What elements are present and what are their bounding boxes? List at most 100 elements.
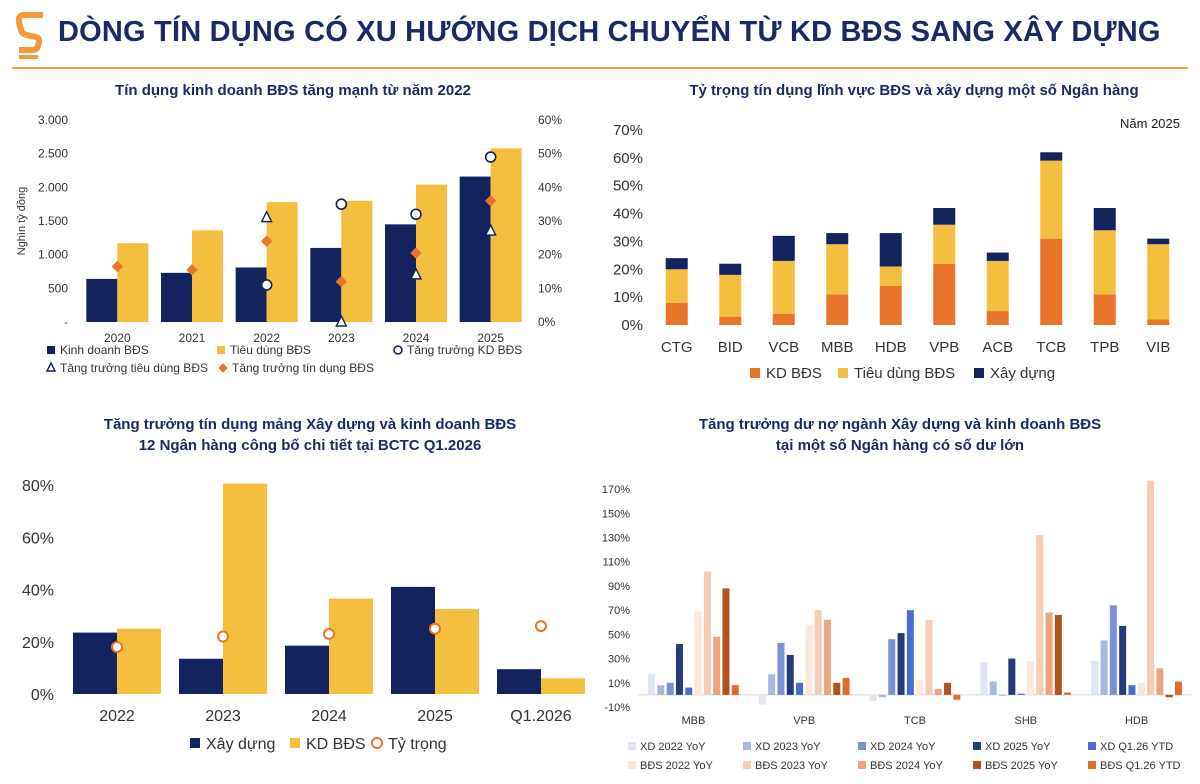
bar (953, 694, 961, 700)
x-tick-label: CTG (661, 339, 693, 356)
bar (777, 642, 785, 695)
bar (823, 619, 831, 695)
bar (648, 674, 656, 695)
chart-title: Tăng trưởng dư nợ ngành Xây dựng và kinh… (699, 416, 1101, 433)
bar (685, 687, 693, 695)
legend-swatch (973, 761, 981, 769)
y-tick-label: 3.000 (38, 113, 68, 127)
y2-tick-label: 0% (538, 315, 556, 329)
x-tick-label: 2025 (477, 331, 504, 345)
legend-swatch (190, 738, 200, 748)
point (335, 198, 348, 210)
bar (1119, 625, 1127, 695)
bar (1008, 658, 1016, 695)
bar-segment (719, 316, 742, 325)
bar-segment (879, 233, 902, 267)
page-title: DÒNG TÍN DỤNG CÓ XU HƯỚNG DỊCH CHUYỂN TỪ… (58, 16, 1161, 48)
bar (989, 681, 997, 695)
bar (916, 680, 924, 695)
y-tick-label: -10% (604, 702, 630, 714)
y-tick-label: 70% (613, 122, 643, 139)
legend-label: Xây dựng (990, 365, 1055, 382)
bar-segment (986, 260, 1009, 312)
bar (731, 685, 739, 695)
bar (842, 677, 850, 695)
y2-tick-label: 40% (538, 180, 562, 194)
legend-swatch (1088, 742, 1096, 750)
x-tick-label: VPB (793, 715, 815, 727)
legend-swatch (1088, 761, 1096, 769)
point (484, 195, 497, 207)
legend-swatch (858, 761, 866, 769)
bar (1045, 612, 1053, 695)
sector-growth-chart: Tăng trưởng tín dụng mảng Xây dựng và ki… (22, 416, 585, 753)
bar-segment (826, 244, 849, 295)
bar (980, 662, 988, 695)
legend-label: BĐS 2022 YoY (640, 760, 713, 772)
bar-segment (772, 235, 795, 261)
bar-segment (665, 269, 688, 303)
point (410, 247, 422, 259)
bar (459, 176, 491, 322)
legend-swatch (838, 368, 848, 378)
legend-label: Tiêu dùng BĐS (230, 343, 311, 357)
bar (758, 694, 766, 705)
legend-label: BĐS 2025 YoY (985, 760, 1058, 772)
bar (1091, 661, 1099, 695)
y-tick-label: - (64, 315, 68, 329)
bar (179, 658, 223, 694)
point (260, 279, 273, 291)
y-tick-label: 40% (613, 206, 643, 223)
bar-segment (826, 294, 849, 325)
bar (341, 200, 373, 322)
bar-segment (772, 313, 795, 325)
bar (435, 609, 479, 694)
bar-segment (933, 263, 956, 325)
legend-swatch (217, 346, 225, 354)
bar (722, 588, 730, 695)
y-tick-label: 30% (613, 233, 643, 250)
bar-segment (719, 263, 742, 275)
y-tick-label: 30% (608, 654, 630, 666)
bar-segment (1093, 294, 1116, 325)
bar (944, 682, 952, 695)
bar (73, 632, 117, 694)
bar (329, 598, 373, 694)
x-tick-label: 2022 (99, 708, 135, 725)
x-tick-label: TPB (1090, 339, 1119, 356)
bar (285, 645, 329, 694)
point (484, 151, 497, 163)
x-tick-label: 2020 (104, 331, 131, 345)
bank-loan-growth-chart: Tăng trưởng dư nợ ngành Xây dựng và kinh… (602, 416, 1192, 772)
bar (385, 224, 416, 322)
legend-label: Xây dựng (206, 736, 275, 753)
credit-real-estate-chart: Tín dụng kinh doanh BĐS tăng mạnh từ năm… (16, 82, 562, 375)
bank-share-stacked-chart: Tỷ trọng tín dụng lĩnh vực BĐS và xây dự… (613, 82, 1180, 382)
legend-swatch (371, 737, 383, 749)
bar (1026, 661, 1034, 695)
legend-swatch (743, 742, 751, 750)
legend-label: XD 2023 YoY (755, 741, 821, 753)
bar (1036, 535, 1044, 695)
bar (1147, 480, 1155, 695)
legend-label: BĐS Q1.26 YTD (1100, 760, 1181, 772)
x-tick-label: ACB (982, 339, 1013, 356)
legend-swatch (743, 761, 751, 769)
point (535, 620, 547, 633)
bar (869, 694, 877, 701)
x-tick-label: 2023 (205, 708, 241, 725)
bar-segment (986, 252, 1009, 261)
y-tick-label: 90% (608, 581, 630, 593)
bar (897, 633, 905, 695)
bar (1156, 668, 1164, 695)
bar-segment (1147, 238, 1170, 245)
x-tick-label: MBB (821, 339, 854, 356)
point (111, 640, 123, 653)
y-tick-label: 10% (613, 289, 643, 306)
bar-segment (665, 302, 688, 325)
bar (925, 619, 933, 695)
point (335, 275, 348, 288)
legend-swatch (858, 742, 866, 750)
y-tick-label: 60% (613, 150, 643, 167)
x-tick-label: VCB (768, 339, 799, 356)
